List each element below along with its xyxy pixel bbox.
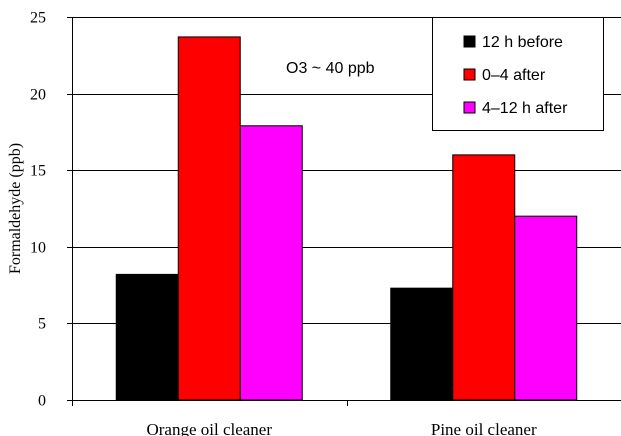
bar-orange-oil-cleaner-series-0: [115, 273, 179, 401]
bar-pine-oil-cleaner-series-0: [390, 287, 454, 401]
legend-label: 12 h before: [482, 34, 563, 51]
x-tick-label: Pine oil cleaner: [431, 420, 537, 436]
y-axis-label: Formaldehyde (ppb): [7, 143, 24, 274]
legend-label: 4–12 h after: [482, 100, 568, 117]
bar-orange-oil-cleaner-series-1: [177, 36, 241, 401]
ozone-annotation: O3 ~ 40 ppb: [286, 60, 375, 77]
legend: 12 h before 0–4 after 4–12 h after: [432, 17, 604, 131]
legend-swatch: [463, 101, 476, 114]
y-tick-label: 0: [38, 393, 46, 410]
legend-swatch: [463, 68, 476, 81]
legend-swatch: [463, 35, 476, 48]
bar-pine-oil-cleaner-series-2: [514, 215, 578, 401]
y-tick-label: 20: [30, 87, 46, 104]
y-ticks: 0 5 10 15 20 25: [30, 10, 72, 410]
bar-orange-oil-cleaner-series-2: [239, 125, 303, 401]
legend-label: 0–4 after: [482, 67, 546, 84]
axes: [72, 17, 621, 406]
bar-pine-oil-cleaner-series-1: [452, 154, 516, 401]
bars: [115, 36, 578, 401]
y-tick-label: 25: [30, 10, 46, 27]
y-tick-label: 5: [38, 316, 46, 333]
y-tick-label: 15: [30, 163, 46, 180]
x-tick-label: Orange oil cleaner: [146, 420, 272, 436]
legend-box: [432, 17, 604, 131]
x-tick-labels: Orange oil cleaner Pine oil cleaner: [146, 420, 536, 436]
y-tick-label: 10: [30, 240, 46, 257]
